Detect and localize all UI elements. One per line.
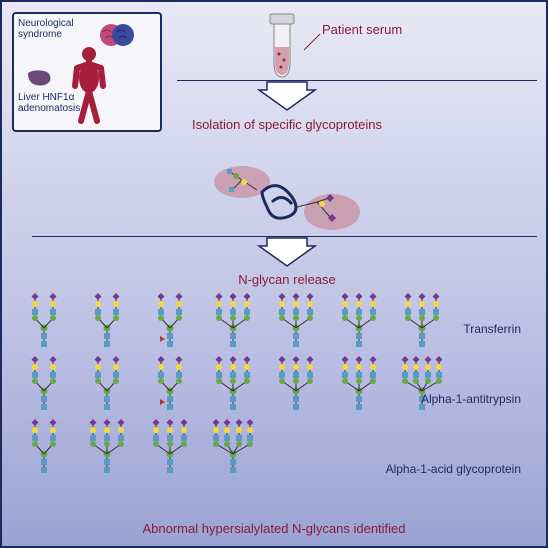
glycan-row-2 <box>17 355 437 410</box>
bottom-label: Abnormal hypersialylated N-glycans ident… <box>2 521 546 536</box>
arrow-1 <box>257 80 317 112</box>
glycan-structure <box>143 355 198 410</box>
release-label: N-glycan release <box>212 272 362 287</box>
info-box: Neurological syndrome Liver HNF1α adenom… <box>12 12 162 132</box>
neurological-label: Neurological syndrome <box>18 18 88 40</box>
arrow-2 <box>257 236 317 268</box>
glycan-structure <box>269 355 324 410</box>
glycan-row-1 <box>17 292 437 347</box>
row-label-2: Alpha-1-antitrypsin <box>421 392 521 406</box>
glycan-grid <box>17 292 437 481</box>
test-tube-icon <box>262 12 302 82</box>
glycan-structure <box>332 292 387 347</box>
glycan-structure <box>332 355 387 410</box>
liver-label: Liver HNF1α adenomatosis <box>18 92 88 114</box>
glycan-structure <box>395 292 450 347</box>
brain-icon <box>99 22 135 48</box>
glycan-structure <box>17 418 72 473</box>
liver-icon <box>26 69 54 89</box>
isolation-label: Isolation of specific glycoproteins <box>177 117 397 132</box>
row-label-1: Transferrin <box>463 322 521 336</box>
glycan-structure <box>17 355 72 410</box>
serum-pointer <box>302 32 322 52</box>
glycan-structure <box>17 292 72 347</box>
diagram-canvas: Neurological syndrome Liver HNF1α adenom… <box>0 0 548 548</box>
row-label-3: Alpha-1-acid glycoprotein <box>386 462 521 476</box>
glycan-structure <box>80 355 135 410</box>
glycan-structure <box>80 418 135 473</box>
patient-serum-label: Patient serum <box>322 22 402 37</box>
person-icon <box>69 46 109 126</box>
glycan-structure <box>143 292 198 347</box>
glycan-structure <box>80 292 135 347</box>
glycan-structure <box>206 292 261 347</box>
glycan-structure <box>206 418 261 473</box>
divider-1 <box>177 80 537 81</box>
glycan-structure <box>143 418 198 473</box>
glycan-structure <box>269 292 324 347</box>
glycan-row-3 <box>17 418 437 473</box>
glycoprotein-icon <box>202 162 372 242</box>
glycan-structure <box>206 355 261 410</box>
